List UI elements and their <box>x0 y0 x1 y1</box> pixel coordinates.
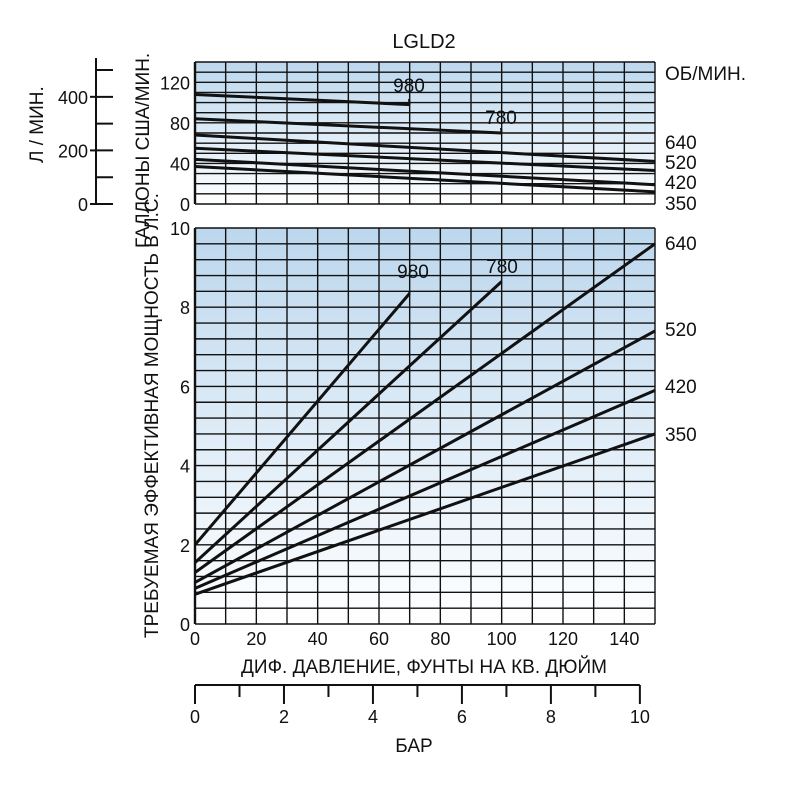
power-series <box>193 242 656 596</box>
flow-secondary-axis: 0 200 400 <box>58 58 113 215</box>
series-label-980: 980 <box>397 262 429 283</box>
power-y-tick-label: 2 <box>180 536 190 556</box>
series-line-780 <box>193 280 503 564</box>
series-line-520 <box>194 146 656 173</box>
bar-axis-label: БАР <box>395 736 432 757</box>
power-grid <box>193 227 656 625</box>
series-leader-980 <box>408 98 411 105</box>
x-tick-label: 100 <box>487 629 517 649</box>
flow-secondary-y-axis-label: Л / МИН. <box>27 86 48 163</box>
flow-y-tick-label: 120 <box>160 73 190 93</box>
series-line-980 <box>194 92 410 107</box>
series-label-980: 980 <box>393 76 425 97</box>
x-tick-label: 60 <box>369 629 389 649</box>
power-y-tick-label: 6 <box>180 377 190 397</box>
chart-title: LGLD2 <box>392 31 455 53</box>
power-y-axis-label: ТРЕБУЕМАЯ ЭФФЕКТИВНАЯ МОЩНОСТЬ В Л.С. <box>142 193 163 638</box>
series-label-640: 640 <box>665 234 697 255</box>
bar-tick-label: 8 <box>546 707 556 727</box>
power-plot-area <box>195 228 655 624</box>
series-label-420: 420 <box>665 173 697 194</box>
series-line-640 <box>194 242 656 574</box>
flow-y-tick-label: 80 <box>170 114 190 134</box>
series-line-980 <box>193 292 411 546</box>
x-tick-label: 140 <box>609 629 639 649</box>
x-tick-label: 0 <box>190 629 200 649</box>
secondary-y-tick-label: 400 <box>58 88 88 108</box>
bar-tick-label: 10 <box>630 707 650 727</box>
rpm-header: ОБ/МИН. <box>665 64 746 85</box>
flow-y-tick-label: 0 <box>180 195 190 215</box>
series-leader-980 <box>408 290 411 294</box>
flow-series <box>194 92 656 194</box>
series-line-350 <box>194 164 656 194</box>
power-y-tick-label: 8 <box>180 298 190 318</box>
power-rpm-labels: 980 780 640 520 420 350 <box>397 234 697 446</box>
series-line-350 <box>194 432 656 596</box>
power-x-ticks: 0 20 40 60 80 100 120 140 <box>190 629 639 649</box>
power-y-ticks: 0 2 4 6 8 10 <box>170 219 190 635</box>
series-label-520: 520 <box>665 153 697 174</box>
series-label-640: 640 <box>665 133 697 154</box>
series-line-420 <box>194 157 656 187</box>
x-tick-label: 40 <box>308 629 328 649</box>
flow-y-axis-label: ГАЛЛОНЫ США/МИН. <box>133 53 154 248</box>
series-line-780 <box>194 117 502 135</box>
x-tick-label: 20 <box>246 629 266 649</box>
flow-y-tick-label: 40 <box>170 154 190 174</box>
series-leader-780 <box>500 127 503 134</box>
power-y-tick-label: 4 <box>180 457 190 477</box>
x-tick-label: 120 <box>548 629 578 649</box>
series-line-520 <box>194 329 656 584</box>
bar-axis: 0 2 4 6 8 10 <box>190 684 650 727</box>
bar-tick-label: 0 <box>190 707 200 727</box>
series-line-640 <box>194 133 656 163</box>
series-label-350: 350 <box>665 425 697 446</box>
series-label-780: 780 <box>485 108 517 129</box>
bar-tick-label: 6 <box>457 707 467 727</box>
x-tick-label: 80 <box>430 629 450 649</box>
secondary-y-tick-label: 0 <box>78 195 88 215</box>
flow-y-ticks: 0 40 80 120 <box>160 73 190 215</box>
secondary-y-tick-label: 200 <box>58 141 88 161</box>
bar-tick-label: 4 <box>368 707 378 727</box>
series-label-350: 350 <box>665 194 697 215</box>
power-y-tick-label: 10 <box>170 219 190 239</box>
series-label-780: 780 <box>486 257 518 278</box>
series-label-520: 520 <box>665 320 697 341</box>
series-label-420: 420 <box>665 377 697 398</box>
bar-tick-label: 2 <box>279 707 289 727</box>
x-axis-label: ДИФ. ДАВЛЕНИЕ, ФУНТЫ НА КВ. ДЮЙМ <box>241 656 607 678</box>
power-y-tick-label: 0 <box>180 615 190 635</box>
series-line-420 <box>194 388 656 590</box>
